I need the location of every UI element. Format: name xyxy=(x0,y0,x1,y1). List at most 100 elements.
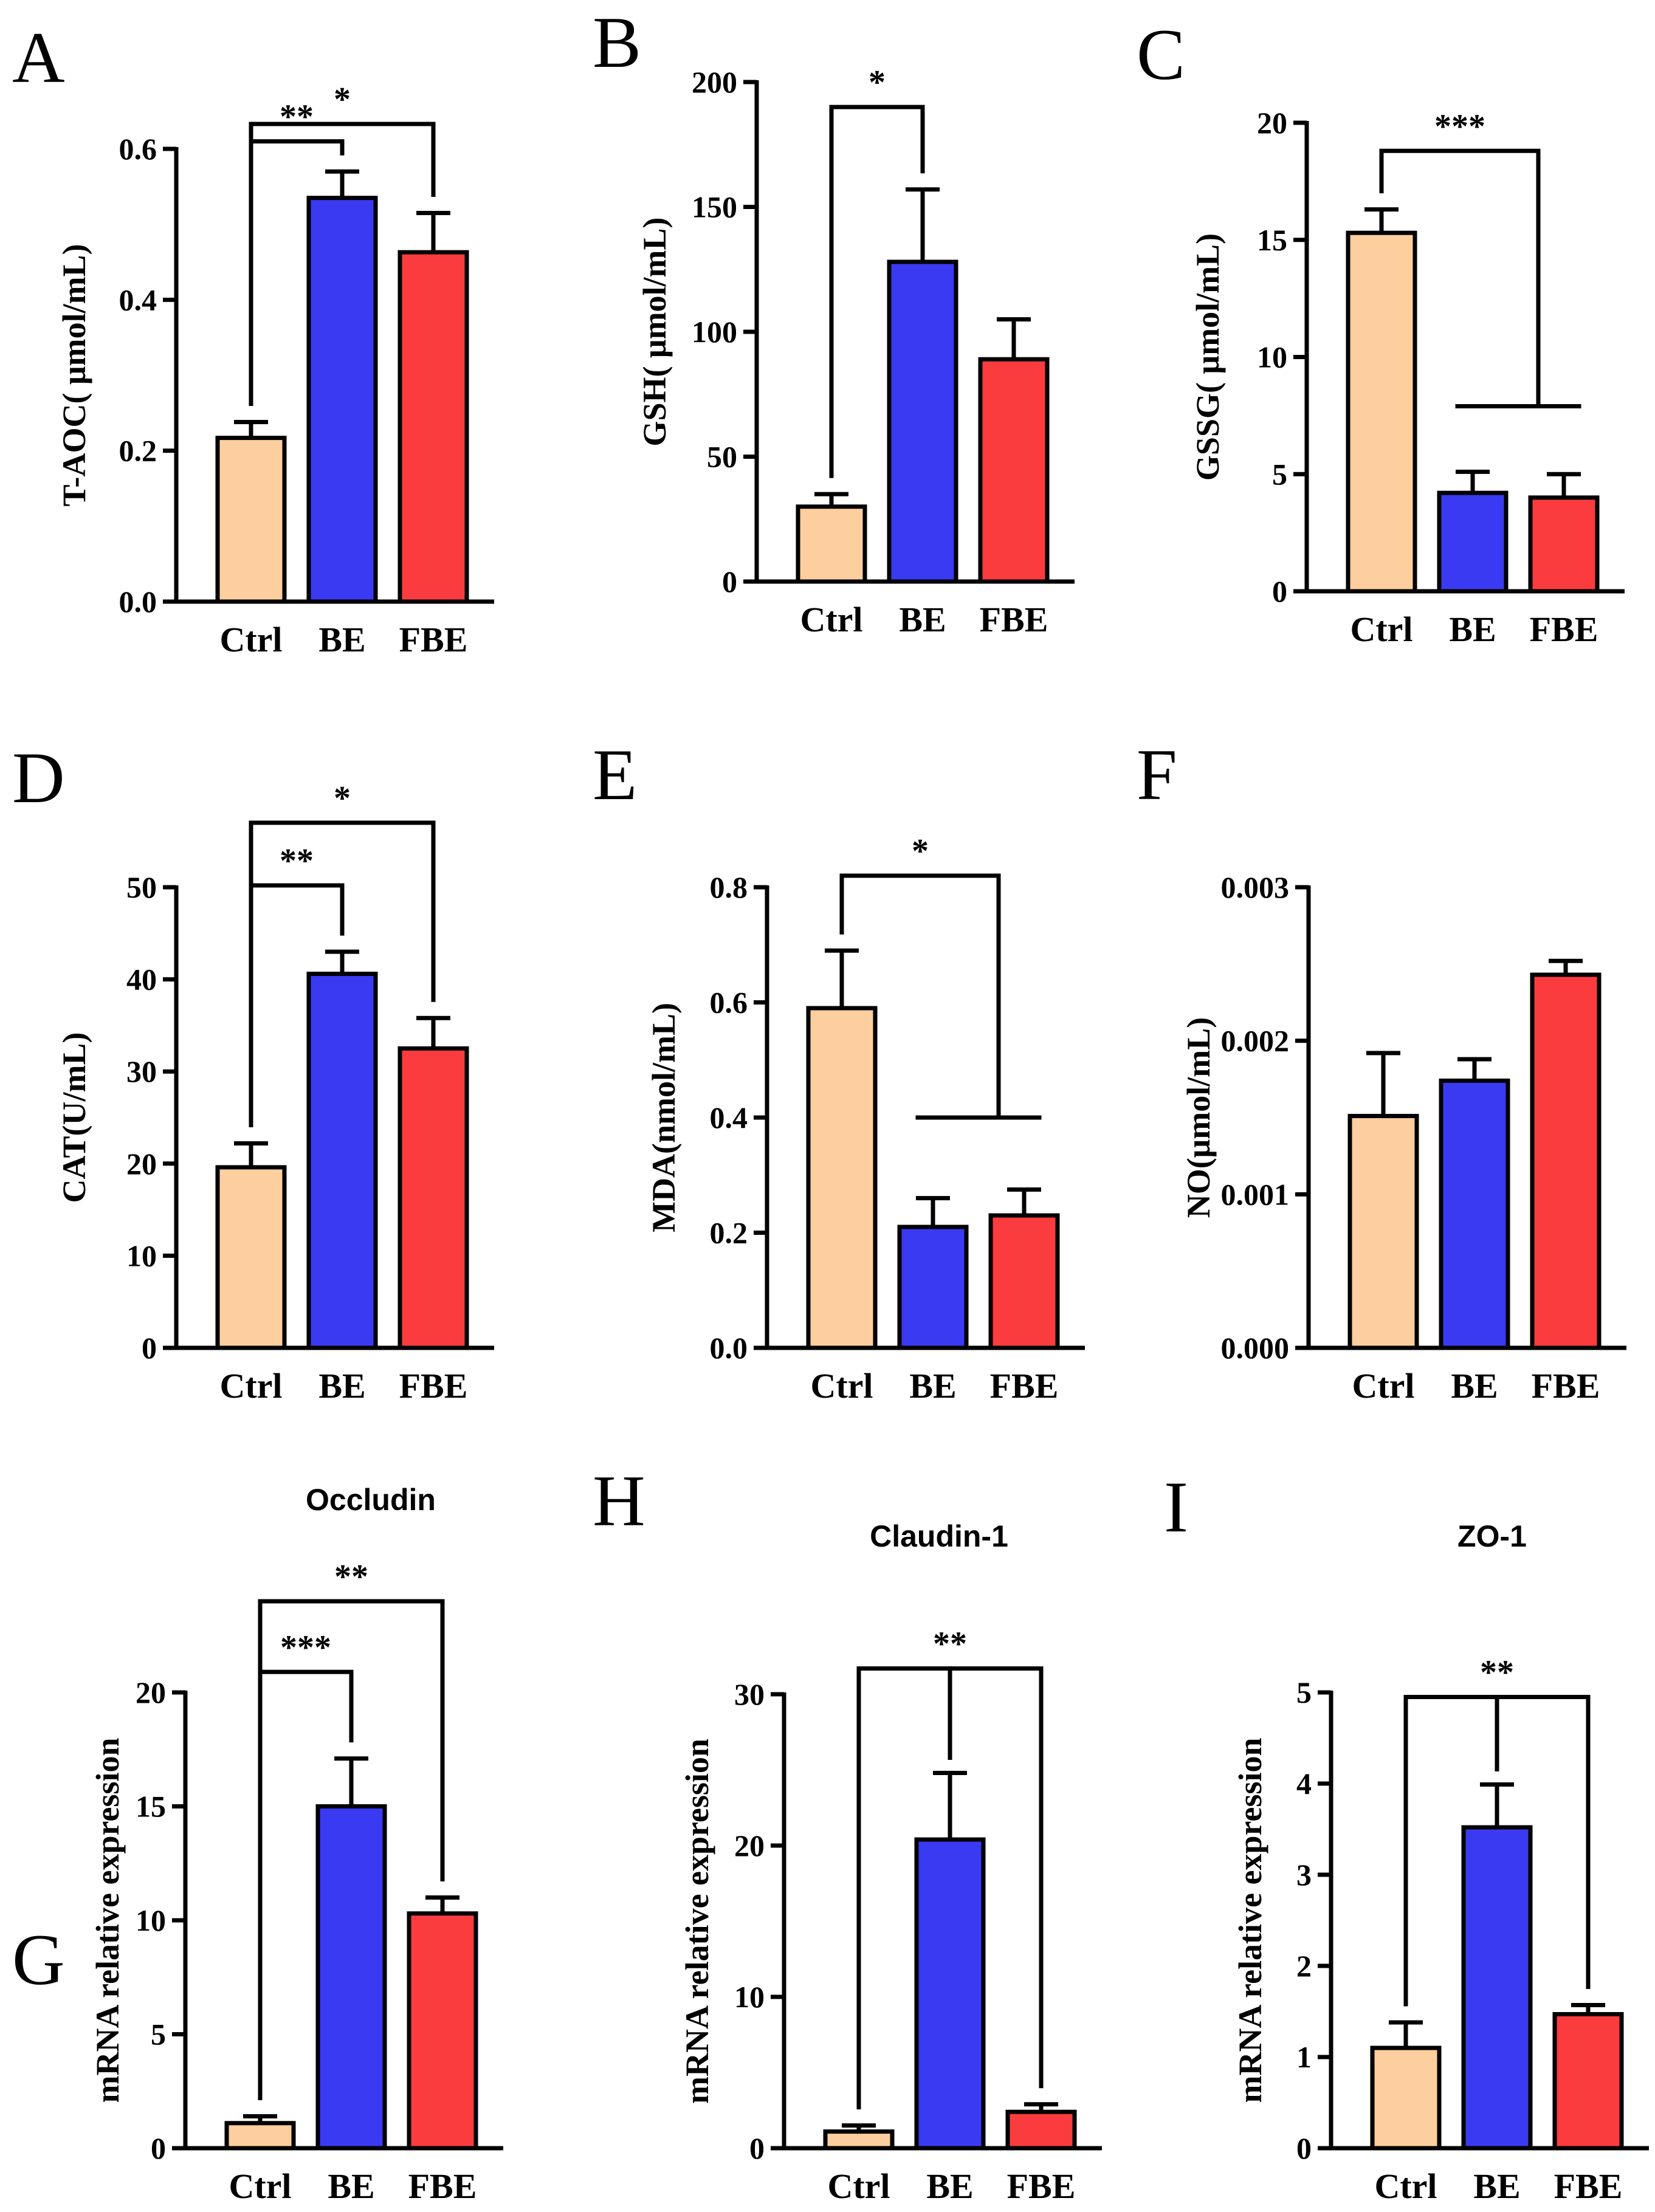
y-axis-title: T-AOC( μmol/mL) xyxy=(56,244,92,506)
bracket-line xyxy=(1379,148,1541,408)
panel-letter: A xyxy=(12,17,65,98)
y-tick-label: 40 xyxy=(126,963,157,997)
significance-label: * xyxy=(334,81,351,118)
x-tick-label: FBE xyxy=(1554,2166,1623,2206)
x-tick-label: Ctrl xyxy=(229,2166,291,2206)
significance-bracket: * xyxy=(829,64,925,478)
panel-c: C 0 5 10 15 20 Ctrl BE FBE GSSG( μmol/mL) *** xyxy=(1137,14,1625,649)
significance-label: ** xyxy=(334,1558,368,1596)
bar-fbe xyxy=(407,1911,478,2151)
significance-label: *** xyxy=(1434,108,1485,145)
bar-fbe xyxy=(1530,972,1602,1350)
significance-label: * xyxy=(334,780,351,817)
y-axis-title: mRNA relative expression xyxy=(89,1738,126,2103)
y-tick-label: 20 xyxy=(734,1829,765,1863)
x-tick-label: BE xyxy=(899,600,946,639)
x-tick-label: BE xyxy=(926,2166,973,2206)
bar-ctrl xyxy=(796,504,867,584)
x-tick-label: FBE xyxy=(399,1366,468,1406)
y-axis-title: MDA(nmol/mL) xyxy=(645,1003,682,1232)
panel-letter: D xyxy=(12,737,65,818)
x-tick-label: Ctrl xyxy=(1374,2166,1437,2206)
bar-be xyxy=(914,1837,986,2151)
bar-ctrl xyxy=(1346,230,1417,594)
y-tick-label: 15 xyxy=(1257,223,1287,257)
panel-letter: C xyxy=(1137,14,1185,95)
panel-e: E 0.0 0.2 0.4 0.6 0.8 Ctrl BE FBE MDA(nmol/mL) * xyxy=(593,734,1085,1406)
y-tick-label: 10 xyxy=(126,1238,157,1273)
x-tick-label: BE xyxy=(328,2166,374,2206)
panel-letter: F xyxy=(1137,734,1177,815)
significance-bracket: ** xyxy=(856,1626,1044,2110)
y-tick-label: 4 xyxy=(1296,1767,1312,1801)
y-tick-label: 50 xyxy=(707,440,737,474)
y-tick-label: 15 xyxy=(136,1790,166,1824)
x-tick-label: Ctrl xyxy=(1350,610,1412,649)
bar-be xyxy=(306,196,378,604)
bar-be xyxy=(315,1804,387,2151)
y-tick-label: 200 xyxy=(692,65,737,99)
significance-label: ** xyxy=(1480,1654,1514,1692)
bar-fbe xyxy=(397,250,469,604)
panel-letter: E xyxy=(593,734,637,815)
panel-h: H Claudin-1 0 10 20 30 Ctrl BE FBE mRNA relative … xyxy=(593,1460,1102,2206)
bracket-line xyxy=(829,105,925,478)
x-tick-label: FBE xyxy=(399,620,468,659)
y-tick-label: 3 xyxy=(1296,1858,1312,1892)
bar-ctrl xyxy=(215,436,287,604)
bar-be xyxy=(1461,1825,1533,2151)
bar-ctrl xyxy=(224,2121,296,2151)
bar-fbe xyxy=(1552,2012,1624,2151)
significance-bracket: ** xyxy=(249,842,345,1127)
bracket-line xyxy=(839,873,1001,1120)
x-tick-label: BE xyxy=(909,1366,956,1406)
bar-be xyxy=(1437,490,1509,594)
x-tick-label: BE xyxy=(1451,1366,1498,1406)
panel-letter: G xyxy=(12,1919,65,2000)
x-tick-label: FBE xyxy=(1530,610,1598,649)
x-tick-label: FBE xyxy=(1007,2166,1076,2206)
significance-bracket: * xyxy=(839,833,1042,1120)
bar-ctrl xyxy=(215,1165,287,1350)
bar-ctrl xyxy=(823,2129,895,2151)
bar-ctrl xyxy=(1347,1113,1419,1350)
chart-title: Occludin xyxy=(306,1483,436,1517)
x-tick-label: BE xyxy=(318,620,365,659)
x-tick-label: Ctrl xyxy=(1352,1366,1414,1406)
y-axis-title: mRNA relative expression xyxy=(679,1739,715,2104)
x-tick-label: Ctrl xyxy=(827,2166,890,2206)
bar-fbe xyxy=(978,357,1050,584)
y-tick-label: 5 xyxy=(1272,457,1287,491)
y-tick-label: 1 xyxy=(1296,2040,1312,2074)
panel-b: B 0 50 100 150 200 Ctrl BE FBE GSH( μmol/mL) * xyxy=(593,2,1075,639)
bar-ctrl xyxy=(1370,2045,1442,2151)
x-tick-label: BE xyxy=(1449,610,1496,649)
x-tick-label: Ctrl xyxy=(219,620,282,659)
y-tick-label: 50 xyxy=(126,870,157,904)
bracket-line xyxy=(249,139,345,406)
y-tick-label: 0.4 xyxy=(119,283,157,317)
y-axis-title: mRNA relative expression xyxy=(1232,1738,1268,2103)
x-tick-label: BE xyxy=(1473,2166,1520,2206)
y-tick-label: 150 xyxy=(692,190,737,224)
significance-bracket: *** xyxy=(258,1629,354,2100)
y-axis-title: CAT(U/mL) xyxy=(56,1032,92,1203)
bar-be xyxy=(897,1224,969,1350)
significance-label: *** xyxy=(280,1629,331,1666)
y-tick-label: 0.000 xyxy=(1221,1331,1290,1365)
x-tick-label: Ctrl xyxy=(219,1366,282,1406)
x-tick-label: FBE xyxy=(408,2166,477,2206)
y-tick-label: 0 xyxy=(722,565,737,599)
y-tick-label: 0.003 xyxy=(1221,870,1290,904)
significance-bracket: *** xyxy=(1379,108,1581,408)
bar-fbe xyxy=(1528,495,1600,594)
bar-ctrl xyxy=(806,1006,878,1350)
significance-label: ** xyxy=(280,842,314,880)
y-tick-label: 100 xyxy=(692,315,737,349)
y-tick-label: 0.002 xyxy=(1221,1024,1290,1058)
bar-fbe xyxy=(397,1046,469,1350)
y-tick-label: 10 xyxy=(734,1980,765,2014)
